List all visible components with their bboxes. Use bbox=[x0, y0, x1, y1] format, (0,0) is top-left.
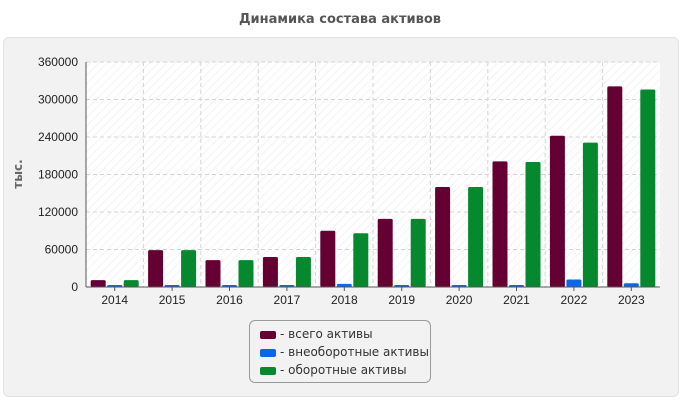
bar-current-assets-2015 bbox=[181, 250, 197, 287]
bar-noncurrent-assets-2022 bbox=[566, 279, 582, 287]
x-tick-label: 2019 bbox=[388, 293, 415, 307]
y-tick-label: 180000 bbox=[38, 168, 78, 182]
bar-current-assets-2021 bbox=[525, 162, 541, 287]
bar-total-assets-2018 bbox=[320, 230, 336, 287]
bar-total-assets-2014 bbox=[90, 280, 106, 287]
y-tick-label: 0 bbox=[71, 280, 78, 294]
y-axis-label: тыс. bbox=[11, 159, 25, 188]
x-tick-label: 2016 bbox=[216, 293, 243, 307]
legend-label: - всего активы bbox=[280, 327, 373, 341]
legend-item-noncurrent-assets: - внеоборотные активы bbox=[260, 345, 429, 361]
legend-label: - оборотные активы bbox=[280, 363, 407, 377]
x-tick-label: 2015 bbox=[159, 293, 186, 307]
bar-total-assets-2023 bbox=[607, 86, 623, 287]
y-tick-label: 240000 bbox=[38, 130, 78, 144]
x-tick-label: 2020 bbox=[446, 293, 473, 307]
bar-current-assets-2022 bbox=[582, 142, 598, 287]
bar-noncurrent-assets-2018 bbox=[336, 283, 352, 287]
bar-total-assets-2022 bbox=[549, 135, 565, 287]
y-tick-label: 360000 bbox=[38, 55, 78, 69]
legend-item-total-assets: - всего активы bbox=[260, 327, 373, 343]
bar-total-assets-2015 bbox=[148, 250, 164, 287]
bar-total-assets-2021 bbox=[492, 161, 508, 287]
legend: - всего активы - внеоборотные активы - о… bbox=[249, 320, 431, 383]
x-tick-label: 2022 bbox=[561, 293, 588, 307]
bar-current-assets-2023 bbox=[640, 89, 656, 287]
x-tick-label: 2021 bbox=[503, 293, 530, 307]
y-tick-label: 300000 bbox=[38, 93, 78, 107]
bar-current-assets-2017 bbox=[295, 257, 311, 287]
bar-total-assets-2017 bbox=[262, 257, 278, 287]
legend-label: - внеоборотные активы bbox=[280, 345, 429, 359]
bar-total-assets-2019 bbox=[377, 218, 393, 287]
legend-swatch-noncurrent-assets bbox=[260, 348, 276, 357]
bar-total-assets-2020 bbox=[435, 187, 451, 287]
legend-swatch-total-assets bbox=[260, 330, 276, 339]
y-tick-label: 120000 bbox=[38, 205, 78, 219]
legend-item-current-assets: - оборотные активы bbox=[260, 363, 407, 379]
chart-title: Динамика состава активов bbox=[238, 12, 442, 27]
x-tick-label: 2017 bbox=[274, 293, 301, 307]
x-tick-label: 2023 bbox=[618, 293, 645, 307]
bar-current-assets-2018 bbox=[353, 233, 369, 287]
bar-current-assets-2019 bbox=[410, 218, 426, 287]
y-tick-label: 60000 bbox=[45, 243, 79, 257]
bar-total-assets-2016 bbox=[205, 260, 221, 287]
bar-current-assets-2020 bbox=[468, 187, 484, 287]
x-tick-label: 2014 bbox=[101, 293, 128, 307]
bar-current-assets-2014 bbox=[123, 280, 139, 287]
bar-current-assets-2016 bbox=[238, 260, 254, 287]
legend-swatch-current-assets bbox=[260, 366, 276, 375]
bar-noncurrent-assets-2023 bbox=[623, 283, 639, 287]
x-tick-label: 2018 bbox=[331, 293, 358, 307]
